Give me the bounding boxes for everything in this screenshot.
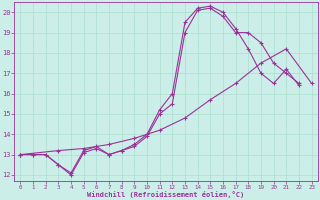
X-axis label: Windchill (Refroidissement éolien,°C): Windchill (Refroidissement éolien,°C) — [87, 191, 244, 198]
